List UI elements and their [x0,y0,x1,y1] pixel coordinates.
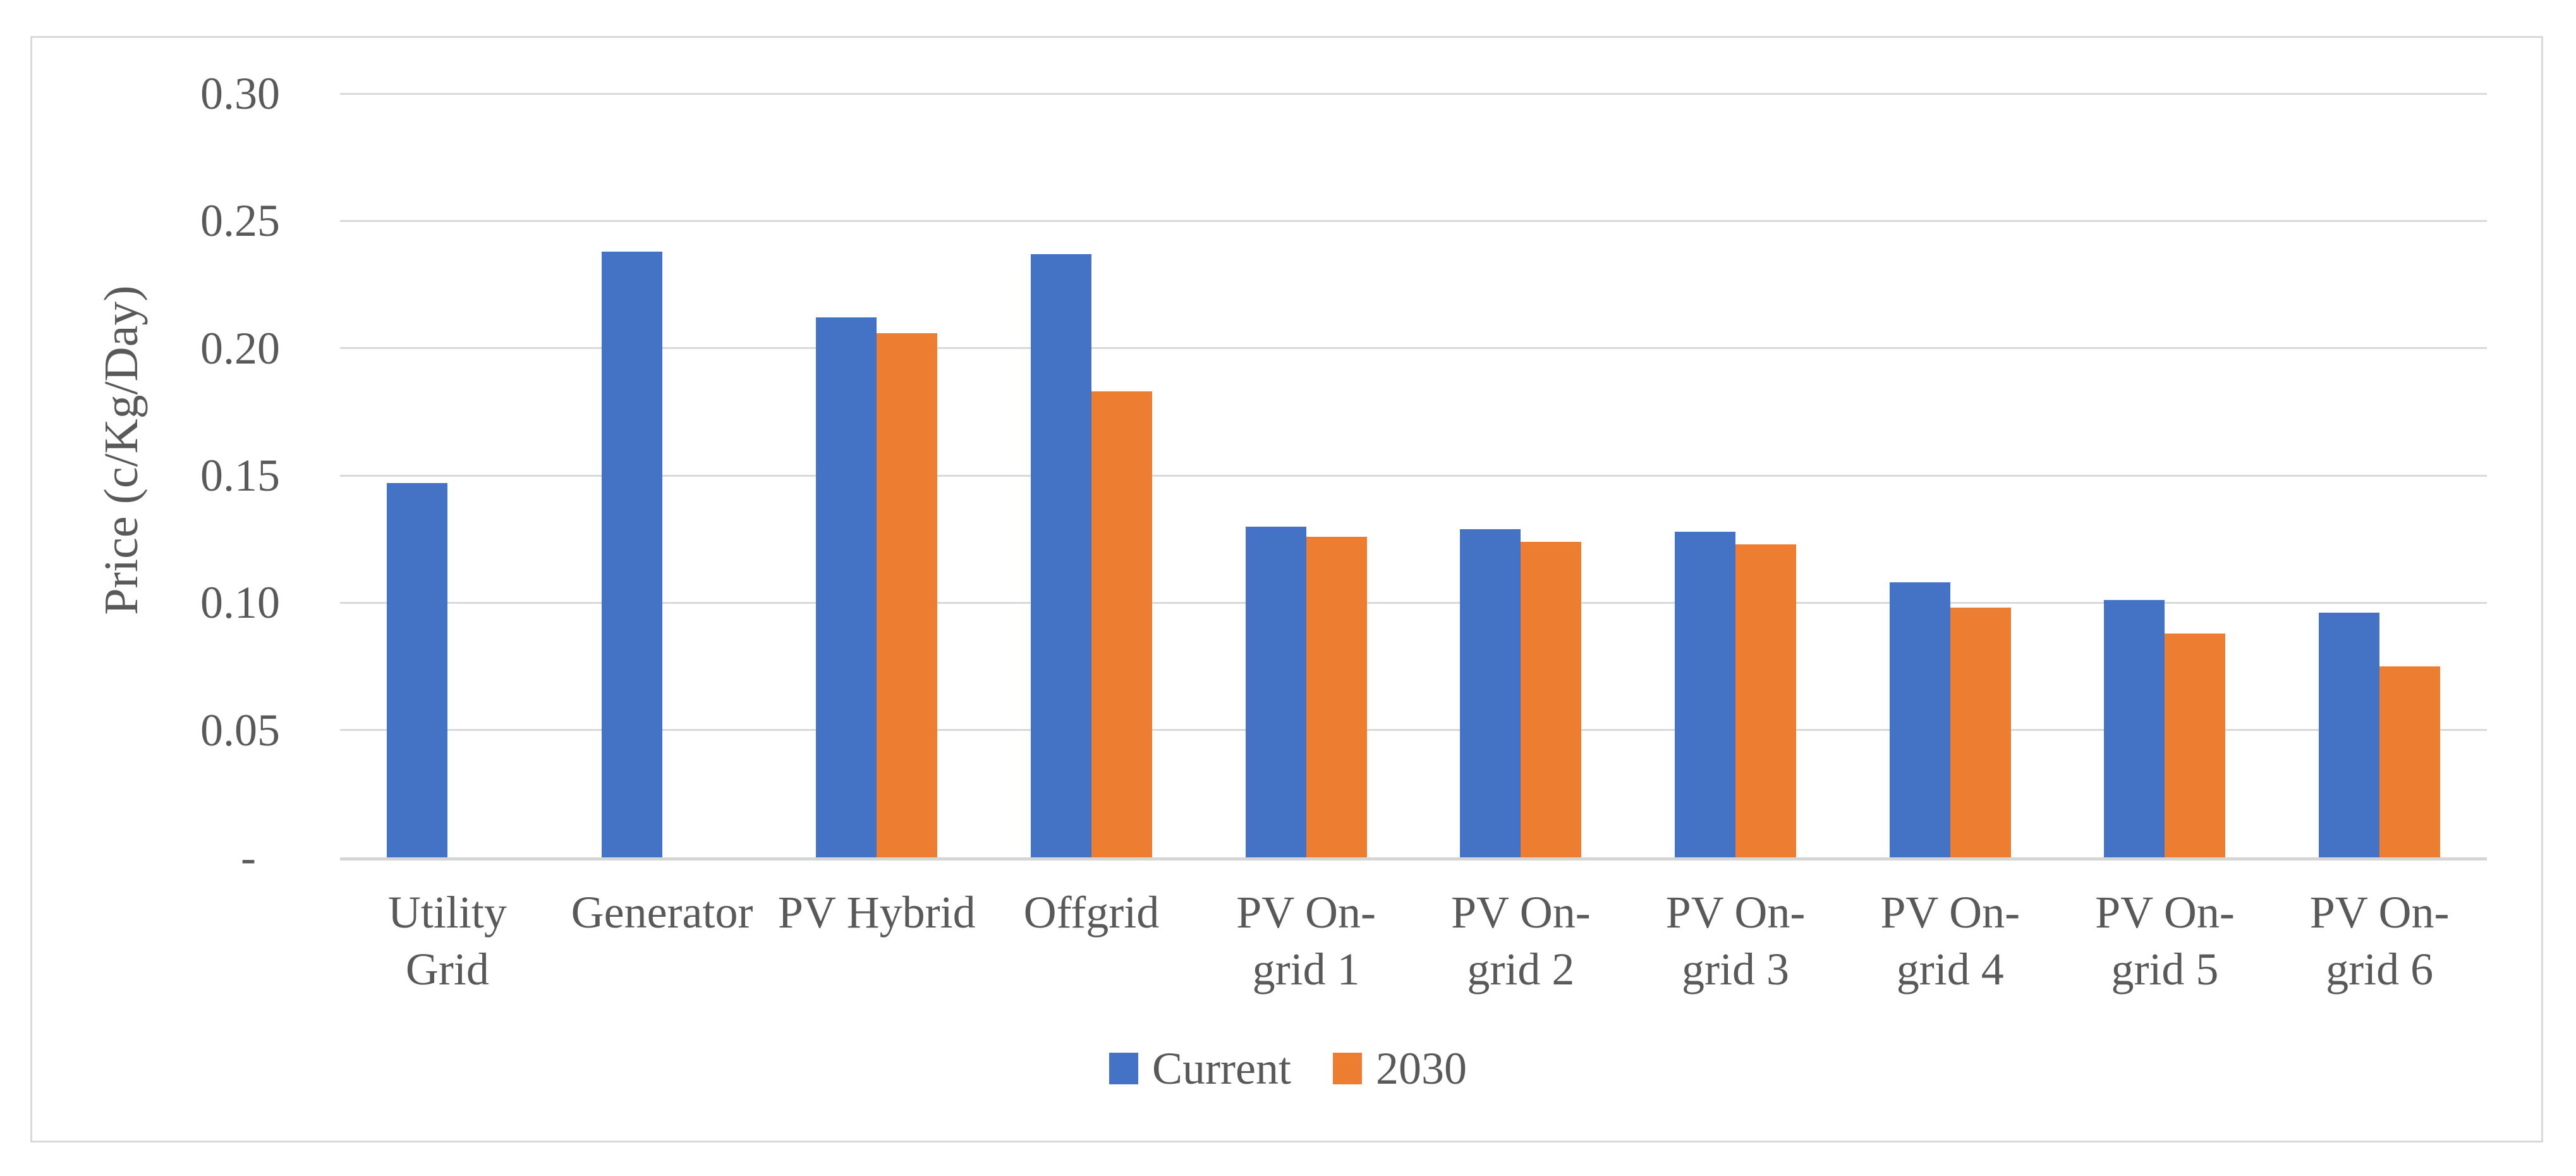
x-tick-label-pv-on-grid-6: PV On-grid 6 [2272,884,2487,998]
y-tick-label-: - [241,832,256,883]
x-tick-label-line: grid 5 [2111,944,2219,995]
x-tick-label-line: PV On- [1880,887,2020,938]
x-tick-label-line: PV On- [1236,887,1376,938]
x-tick-label-utility-grid: Utility Grid [340,884,555,998]
x-tick-label-line: PV Hybrid [777,887,976,938]
x-tick-label-offgrid: Offgrid [984,884,1199,941]
legend: Current 2030 [0,1043,2576,1094]
bar-2030-pv-hybrid [877,333,938,857]
bar-current-offgrid [1030,254,1091,857]
bar-2030-pv-on-grid-4 [1950,608,2011,857]
bar-current-pv-on-grid-5 [2104,600,2165,857]
bar-2030-pv-on-grid-5 [2165,633,2226,857]
bar-2030-offgrid [1091,391,1152,857]
bar-current-pv-on-grid-4 [1889,582,1950,857]
legend-label-2030: 2030 [1375,1043,1467,1094]
x-tick-label-line: grid 3 [1682,944,1790,995]
x-tick-label-line: Utility [387,887,507,938]
gridline-0.25 [340,219,2487,222]
gridline-0.15 [340,474,2487,477]
legend-item-current: Current [1109,1043,1291,1094]
bar-current-pv-hybrid [816,317,877,857]
gridline-0.05 [340,729,2487,732]
bar-current-pv-on-grid-2 [1460,529,1521,857]
x-tick-label-pv-on-grid-4: PV On-grid 4 [1843,884,2058,998]
legend-swatch-current [1109,1053,1139,1084]
x-axis-line [340,857,2487,861]
bar-2030-pv-on-grid-3 [1735,544,1797,857]
x-tick-label-pv-on-grid-5: PV On-grid 5 [2058,884,2273,998]
bar-current-utility-grid [386,483,447,857]
x-tick-label-pv-on-grid-1: PV On-grid 1 [1199,884,1414,998]
bar-2030-pv-on-grid-2 [1521,541,1582,857]
x-tick-label-pv-on-grid-2: PV On-grid 2 [1414,884,1629,998]
x-tick-label-line: grid 6 [2326,944,2434,995]
x-tick-label-line: PV On- [2309,887,2450,938]
legend-item-2030: 2030 [1332,1043,1467,1094]
gridline-0.1 [340,601,2487,604]
x-tick-label-line: PV On- [1450,887,1591,938]
y-tick-label-0-20: 0.20 [200,322,280,374]
bar-current-pv-on-grid-3 [1675,531,1736,857]
figure-border [30,36,2543,1142]
legend-swatch-2030 [1332,1053,1362,1084]
y-tick-label-0-05: 0.05 [200,704,280,756]
y-tick-label-0-15: 0.15 [200,450,280,501]
legend-label-current: Current [1152,1043,1291,1094]
x-tick-label-line: PV On- [1665,887,1806,938]
gridline-0.3 [340,92,2487,95]
x-tick-label-line: grid 2 [1467,944,1575,995]
bar-2030-pv-on-grid-1 [1306,536,1367,857]
x-tick-label-line: PV On- [2095,887,2235,938]
x-tick-label-generator: Generator [555,884,770,941]
x-tick-label-line: grid 1 [1252,944,1360,995]
x-tick-label-line: Grid [405,944,489,995]
bar-current-pv-on-grid-1 [1245,526,1306,857]
bar-current-pv-on-grid-6 [2319,613,2380,857]
gridline-0.2 [340,347,2487,350]
y-tick-label-0-25: 0.25 [200,195,280,247]
x-tick-label-pv-on-grid-3: PV On-grid 3 [1628,884,1843,998]
x-tick-label-line: Offgrid [1023,887,1160,938]
y-tick-label-0-30: 0.30 [200,68,280,119]
x-tick-label-line: Generator [571,887,753,938]
x-tick-label-pv-hybrid: PV Hybrid [769,884,984,941]
bar-current-generator [601,251,662,857]
y-tick-label-0-10: 0.10 [200,577,280,628]
x-tick-label-line: grid 4 [1896,944,2004,995]
bar-2030-pv-on-grid-6 [2379,666,2441,857]
